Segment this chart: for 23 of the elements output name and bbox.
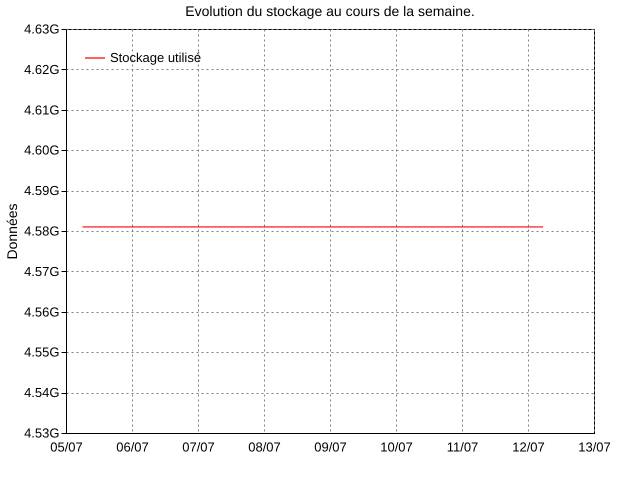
x-tick-label: 10/07 bbox=[380, 440, 413, 454]
x-tick-label: 13/07 bbox=[578, 440, 611, 454]
x-tick-label: 12/07 bbox=[512, 440, 545, 454]
legend-label: Stockage utilisé bbox=[110, 50, 202, 65]
y-tick-label: 4.63G bbox=[24, 22, 60, 36]
y-tick-label: 4.53G bbox=[24, 426, 60, 440]
y-tick-label: 4.58G bbox=[24, 224, 60, 238]
chart-title: Evolution du stockage au cours de la semaine. bbox=[185, 3, 475, 19]
y-tick-label: 4.55G bbox=[24, 344, 60, 360]
y-tick-label: 4.60G bbox=[24, 142, 60, 158]
y-tick-label: 4.56G bbox=[24, 304, 60, 320]
y-tick-label: 4.59G bbox=[24, 183, 60, 198]
x-tick-label: 08/07 bbox=[248, 440, 281, 454]
y-tick-label: 4.54G bbox=[24, 385, 60, 400]
y-axis-title: Données bbox=[4, 203, 20, 260]
x-tick-label: 06/07 bbox=[116, 440, 149, 454]
x-tick-label: 05/07 bbox=[50, 440, 83, 454]
x-tick-label: 11/07 bbox=[446, 440, 478, 454]
y-tick-label: 4.62G bbox=[24, 62, 60, 77]
x-tick-label: 07/07 bbox=[182, 440, 215, 454]
y-tick-label: 4.57G bbox=[24, 264, 60, 279]
x-tick-label: 09/07 bbox=[314, 440, 347, 454]
y-tick-label: 4.61G bbox=[24, 102, 60, 118]
